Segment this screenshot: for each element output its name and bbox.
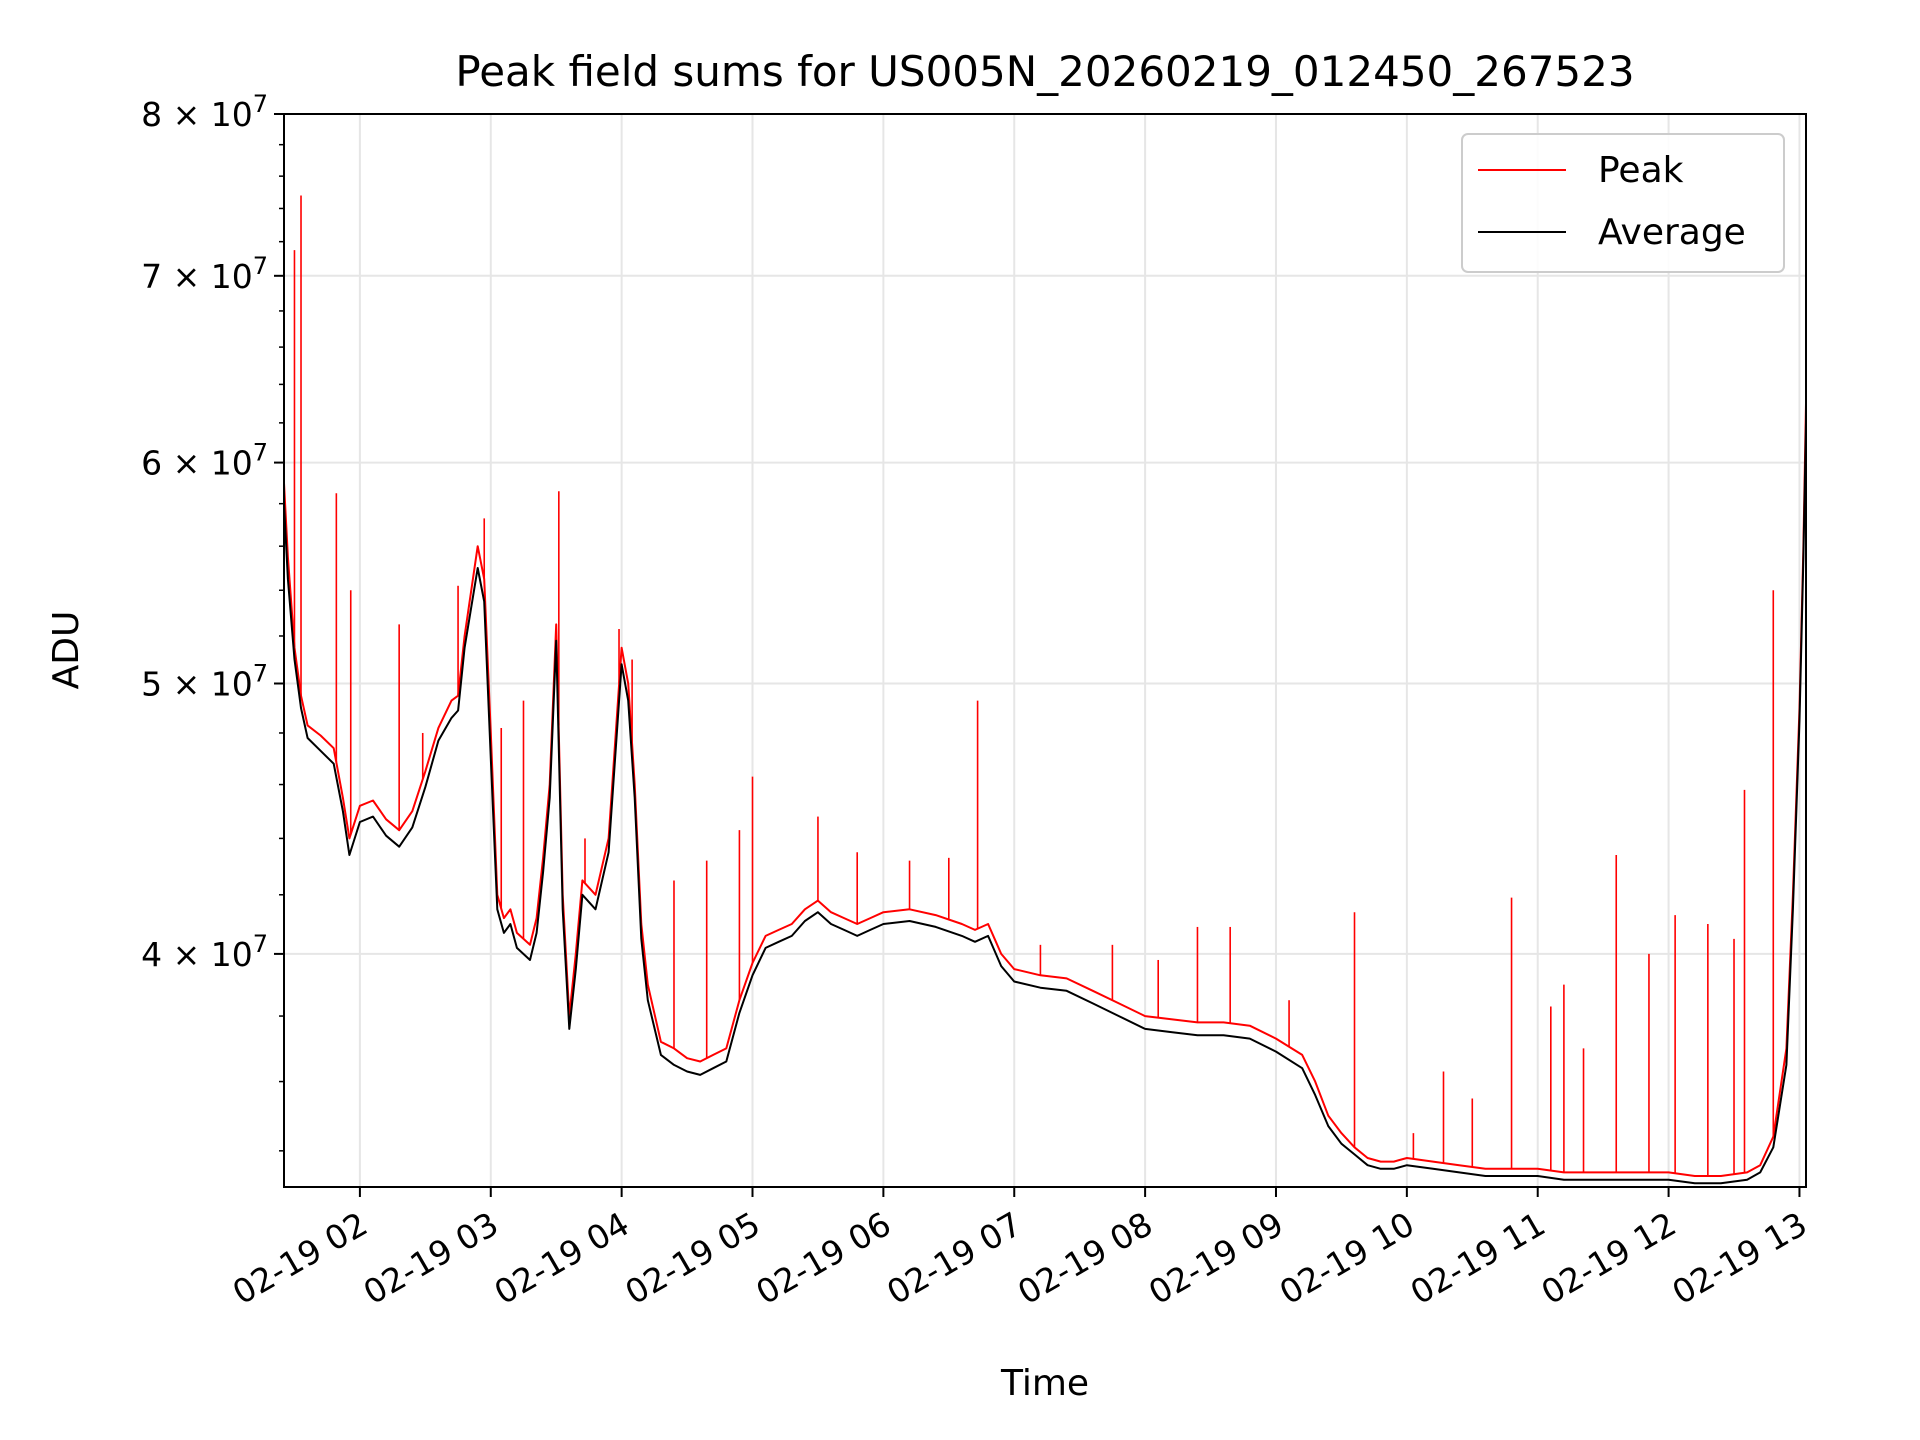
y-axis: 4 × 107 5 × 107 6 × 107 7 × 107 8 × 107 [141, 90, 284, 1152]
y-tick-label: 5 × 107 [141, 660, 268, 704]
y-tick-label: 8 × 107 [141, 90, 268, 134]
plot-frame [283, 113, 1807, 1188]
legend-box [1461, 133, 1785, 273]
y-tick-label: 4 × 107 [141, 930, 268, 974]
legend-label-peak: Peak [1598, 150, 1684, 191]
series-line-peak [283, 403, 1807, 1177]
series-line-average [283, 422, 1807, 1185]
legend-label-average: Average [1598, 212, 1746, 253]
legend: Peak Average [1461, 133, 1785, 273]
series-layer [283, 195, 1807, 1185]
x-axis-label: Time [1000, 1363, 1089, 1404]
grid-layer [284, 113, 1806, 1187]
y-axis-label: ADU [46, 611, 87, 690]
y-tick-label: 6 × 107 [141, 439, 268, 483]
chart-title: Peak field sums for US005N_20260219_0124… [455, 47, 1634, 96]
y-tick-label: 7 × 107 [141, 252, 268, 296]
